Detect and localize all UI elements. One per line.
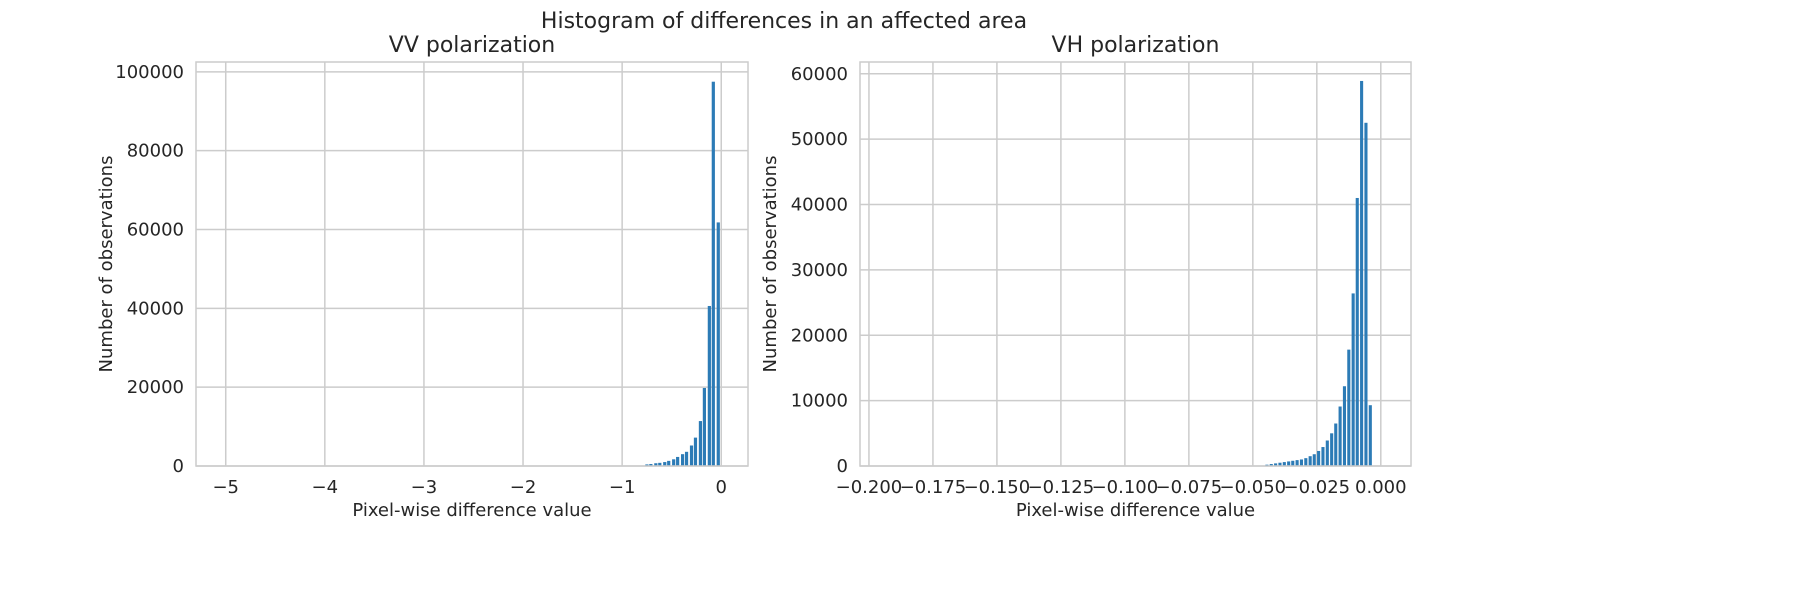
vv-axes-frame [195,61,749,467]
vh-histogram-bar [1355,197,1359,466]
vh-xtick-label: −0.175 [900,477,967,498]
vh-histogram-bar [1325,440,1329,466]
vh-histogram-bar [1282,462,1286,466]
vh-histogram-bar [1269,464,1273,466]
vv-histogram-bar [684,451,689,466]
vv-xtick-label: −2 [510,477,537,498]
vh-histogram-bar [1304,458,1308,466]
vh-histogram-bar [1312,454,1316,466]
vv-ytick-label: 0 [173,456,184,477]
vh-xtick-label: −0.025 [1284,477,1351,498]
vh-histogram-bar [1351,293,1355,466]
vh-xtick-label: −0.075 [1156,477,1223,498]
vh-histogram-bar [1291,460,1295,466]
vh-histogram-bar [1287,461,1291,466]
vv-histogram-bar [667,460,671,466]
vv-xtick-label: −3 [411,477,438,498]
vh-xtick-label: 0.000 [1355,477,1407,498]
vh-ytick-label: 60000 [791,64,848,85]
vv-histogram-bar [672,459,676,466]
vh-histogram-bar [1342,386,1347,466]
vv-histogram-bar [707,305,711,466]
vh-xtick-label: −0.125 [1028,477,1095,498]
vv-ytick-label: 80000 [127,141,184,162]
vv-xtick-label: 0 [716,477,727,498]
vv-x-axis-label: Pixel-wise difference value [352,500,591,521]
vh-xtick-label: −0.100 [1092,477,1159,498]
vv-ytick-label: 40000 [127,298,184,319]
vh-histogram-bar [1360,80,1364,466]
vv-histogram-bar [645,464,649,466]
vh-histogram-bar [1299,459,1304,466]
vh-histogram-bar [1321,447,1325,466]
vh-y-axis-label: Number of observations [760,156,781,373]
vh-ytick-label: 20000 [791,325,848,346]
vh-histogram-bar [1317,450,1321,466]
vh-xtick-label: −0.200 [836,477,903,498]
vh-ytick-label: 30000 [791,260,848,281]
vv-histogram-bar [693,437,698,466]
vv-histogram-bar [654,463,658,466]
vh-histogram-bar [1295,460,1299,466]
vh-histogram-bar [1308,456,1312,466]
vh-histogram-bar [1330,433,1334,466]
vv-histogram-bar [689,445,694,466]
vv-histogram-bar [663,462,667,466]
vv-histogram-bar [711,81,715,467]
vv-y-axis-label: Number of observations [96,156,117,373]
vh-axes-title: VH polarization [1052,33,1220,58]
vh-xtick-label: −0.150 [964,477,1031,498]
vv-xtick-label: −1 [609,477,636,498]
vv-histogram-bar [702,387,706,466]
vh-ytick-label: 40000 [791,195,848,216]
vv-ytick-label: 100000 [115,62,184,83]
vh-xtick-label: −0.050 [1220,477,1287,498]
vv-histogram-bar [680,454,685,466]
vh-histogram-bar [1338,406,1342,466]
vv-histogram-bar [676,456,680,466]
vh-ytick-label: 50000 [791,129,848,150]
vh-histogram-bar [1364,122,1368,467]
vv-polarization-panel: 0 20000 40000 60000 80000 100000 −5 −4 −3 −2 −1 0 VV… [96,33,749,521]
vh-histogram-bar [1274,463,1278,466]
vh-histogram-bar [1278,462,1282,466]
vh-histogram-bar [1334,423,1338,466]
vv-ytick-label: 60000 [127,220,184,241]
vv-axes-title: VV polarization [389,33,555,58]
figure-suptitle: Histogram of differences in an affected … [541,9,1027,34]
vv-xtick-label: −4 [312,477,339,498]
vv-ytick-label: 20000 [127,377,184,398]
vh-histogram-bar [1368,405,1372,466]
vh-polarization-panel: 0100002000030000400005000060000−0.200−0.… [760,33,1412,521]
vh-x-axis-label: Pixel-wise difference value [1016,500,1255,521]
vv-histogram-bar [698,421,703,466]
vv-xtick-label: −5 [212,477,239,498]
vh-axes-frame [859,61,1412,467]
vv-histogram-bar [716,222,720,466]
vh-histogram-bar [1347,349,1351,466]
vv-histogram-bar [658,462,662,466]
vh-ytick-label: 10000 [791,391,848,412]
vh-ytick-label: 0 [837,456,848,477]
vv-histogram-bar [649,464,653,466]
